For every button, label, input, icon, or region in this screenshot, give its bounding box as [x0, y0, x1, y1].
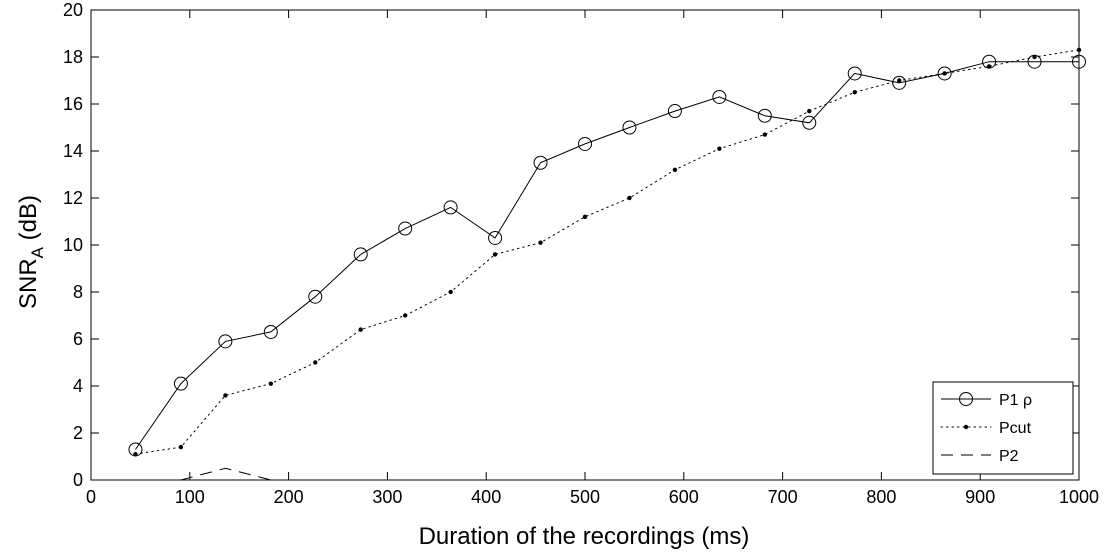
- y-axis-title-suffix: (dB): [15, 195, 42, 247]
- data-point-circle: [892, 75, 907, 90]
- legend-swatch-marker: [963, 424, 969, 430]
- data-point-circle: [712, 89, 727, 104]
- x-tick-label: 200: [274, 487, 304, 507]
- data-point-circle: [847, 66, 862, 81]
- data-point-dot: [313, 360, 318, 365]
- y-tick-label: 6: [73, 329, 83, 349]
- series-line: [135, 49, 1080, 455]
- y-tick-label: 12: [63, 188, 83, 208]
- data-point-dot: [896, 78, 902, 83]
- data-point-circle: [308, 289, 323, 304]
- x-tick-label: 0: [86, 487, 96, 507]
- legend-label: Pcut: [999, 420, 1032, 437]
- data-point-circle: [622, 120, 637, 135]
- data-point-dot: [986, 64, 992, 69]
- data-point-circle: [578, 136, 592, 151]
- legend-label: P1 ρ: [999, 392, 1032, 409]
- x-tick-label: 300: [372, 487, 402, 507]
- data-point-circle: [533, 155, 548, 170]
- y-tick-label: 8: [73, 282, 83, 302]
- x-tick-label: 500: [570, 487, 600, 507]
- data-point-circle: [443, 200, 458, 215]
- x-tick-label: 100: [175, 487, 205, 507]
- x-tick-label: 1000: [1059, 487, 1099, 507]
- data-point-dot: [178, 444, 184, 450]
- x-tick-label: 900: [965, 487, 995, 507]
- data-point-dot: [268, 381, 274, 386]
- data-point-circle: [757, 108, 772, 123]
- data-point-dot: [582, 214, 588, 219]
- data-point-circle: [218, 334, 233, 349]
- data-point-dot: [852, 90, 857, 95]
- data-point-circle: [173, 376, 188, 391]
- axes: 0 100 200 300 400 500 600 700 800 900 1000 0 2 4 6 8 10 1…: [63, 0, 1099, 507]
- legend-label: P2: [999, 448, 1019, 465]
- data-point-dot: [672, 167, 678, 172]
- y-axis-title-subscript: A: [28, 246, 47, 258]
- data-point-dot: [807, 108, 812, 114]
- x-axis-title: Duration of the recordings (ms): [419, 523, 750, 550]
- legend-box: [932, 381, 1074, 475]
- data-point-circle: [488, 230, 503, 245]
- plot-area: [128, 47, 1086, 481]
- x-tick-label: 700: [768, 487, 798, 507]
- y-tick-label: 2: [73, 423, 83, 443]
- data-point-dot: [223, 393, 228, 398]
- data-point-circle: [353, 247, 368, 262]
- y-axis-title: SNRA (dB): [15, 195, 47, 309]
- data-point-dot: [133, 451, 138, 457]
- y-tick-label: 0: [73, 470, 83, 490]
- data-point-circle: [263, 324, 278, 339]
- data-point-dot: [762, 132, 768, 137]
- data-point-dot: [358, 327, 363, 332]
- data-point-dot: [942, 71, 947, 76]
- x-tick-label: 800: [866, 487, 896, 507]
- axes-frame: [90, 9, 1080, 481]
- data-point-dot: [1032, 54, 1037, 60]
- data-point-dot: [717, 146, 722, 151]
- x-tick-label: 400: [471, 487, 501, 507]
- legend-swatch-marker: [959, 392, 973, 406]
- data-point-dot: [492, 252, 498, 257]
- y-tick-label: 4: [73, 376, 83, 396]
- data-point-dot: [627, 195, 632, 201]
- data-point-dot: [538, 240, 543, 245]
- legend: P1 ρ Pcut P2: [932, 381, 1074, 475]
- y-tick-label: 16: [63, 94, 83, 114]
- y-tick-label: 14: [63, 141, 83, 161]
- data-point-circle: [398, 221, 413, 236]
- series-line: [135, 61, 1079, 450]
- data-point-circle: [937, 66, 952, 81]
- data-point-circle: [667, 104, 682, 119]
- data-point-circle: [802, 115, 817, 130]
- y-tick-label: 20: [63, 0, 83, 20]
- y-tick-label: 18: [63, 47, 83, 67]
- x-tick-label: 600: [669, 487, 699, 507]
- data-point-dot: [402, 313, 408, 318]
- data-point-dot: [448, 289, 453, 295]
- y-tick-label: 10: [63, 235, 83, 255]
- y-axis-title-main: SNR: [15, 258, 42, 309]
